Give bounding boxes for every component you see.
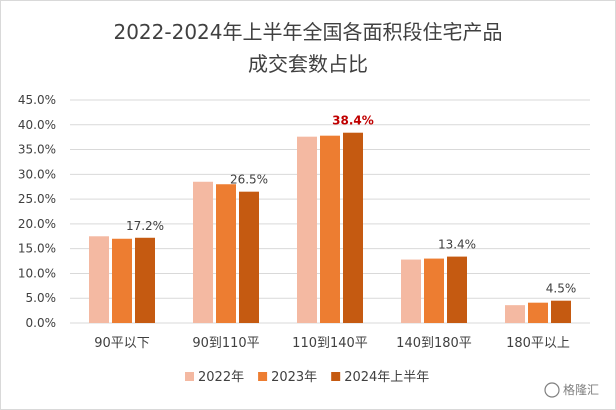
bar-1-1 [89, 236, 109, 323]
bar-1-2 [193, 181, 213, 323]
bar-3-2 [239, 191, 259, 323]
y-tick-label: 30.0% [18, 167, 56, 181]
watermark-logo-icon [544, 382, 560, 398]
watermark: 格隆汇 [544, 382, 599, 398]
data-label: 4.5% [546, 282, 577, 296]
x-axis-categories: 90平以下 90到110平 110到140平 140到180平 180平以上 [94, 336, 570, 351]
y-tick-label: 45.0% [18, 93, 56, 107]
bar-2-5 [528, 302, 548, 323]
bar-3-5 [551, 300, 571, 323]
y-tick-label: 15.0% [18, 242, 56, 256]
bar-1-5 [505, 305, 525, 323]
watermark-text: 格隆汇 [563, 382, 599, 397]
y-tick-label: 5.0% [26, 291, 57, 305]
legend-label: 2024年上半年 [344, 370, 429, 385]
chart-title-line-2: 成交套数占比 [248, 52, 368, 76]
y-tick-label: 20.0% [18, 217, 56, 231]
bars [89, 132, 571, 323]
bar-3-4 [447, 256, 467, 323]
y-tick-label: 0.0% [26, 316, 57, 330]
legend-swatch [258, 372, 268, 381]
data-label: 17.2% [126, 219, 164, 233]
y-tick-label: 35.0% [18, 143, 56, 157]
bar-1-3 [297, 136, 317, 323]
x-category-label: 110到140平 [292, 336, 368, 351]
bar-2-3 [320, 135, 340, 323]
legend-label: 2022年 [198, 370, 244, 385]
y-tick-label: 10.0% [18, 266, 56, 280]
data-label: 38.4% [332, 114, 374, 128]
bar-3-1 [135, 237, 155, 323]
y-tick-label: 40.0% [18, 118, 56, 132]
data-label: 13.4% [438, 238, 476, 252]
gridlines [70, 99, 590, 324]
legend: 2022年 2023年 2024年上半年 [185, 370, 429, 385]
x-category-label: 140到180平 [396, 336, 472, 351]
bar-2-4 [424, 258, 444, 323]
data-labels: 17.2% 26.5% 38.4% 13.4% 4.5% [126, 114, 576, 296]
y-axis-ticks: 0.0% 5.0% 10.0% 15.0% 20.0% 25.0% 30.0% 35.0% 40… [18, 93, 56, 330]
bar-2-2 [216, 184, 236, 323]
x-category-label: 90平以下 [94, 336, 150, 351]
legend-swatch [331, 372, 341, 381]
y-tick-label: 25.0% [18, 192, 56, 206]
x-category-label: 90到110平 [192, 336, 259, 351]
x-category-label: 180平以上 [506, 336, 570, 351]
legend-label: 2023年 [271, 370, 317, 385]
legend-swatch [185, 372, 194, 381]
bar-1-4 [401, 259, 421, 323]
data-label: 26.5% [230, 173, 268, 187]
chart-title-line-1: 2022-2024年上半年全国各面积段住宅产品 [113, 20, 502, 44]
bar-2-1 [112, 238, 132, 323]
bar-3-3 [343, 132, 363, 323]
